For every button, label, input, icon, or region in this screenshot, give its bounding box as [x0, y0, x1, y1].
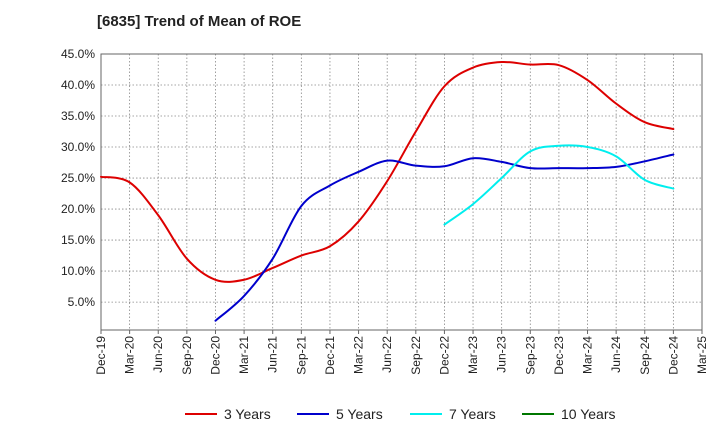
legend-label-7-years: 7 Years — [449, 406, 496, 422]
y-tick-label: 5.0% — [68, 295, 96, 309]
x-tick-label: Jun-21 — [266, 336, 280, 373]
y-tick-label: 10.0% — [61, 264, 95, 278]
x-tick-label: Jun-23 — [495, 336, 509, 373]
x-tick-label: Sep-24 — [638, 336, 652, 375]
y-tick-label: 35.0% — [61, 109, 95, 123]
x-tick-label: Dec-21 — [323, 336, 337, 375]
y-tick-label: 45.0% — [61, 47, 95, 61]
x-tick-label: Dec-20 — [208, 336, 222, 375]
y-tick-label: 25.0% — [61, 171, 95, 185]
legend-label-3-years: 3 Years — [224, 406, 271, 422]
x-tick-label: Dec-24 — [666, 336, 680, 375]
x-tick-label: Jun-22 — [380, 336, 394, 373]
y-tick-label: 20.0% — [61, 202, 95, 216]
chart-title: [6835] Trend of Mean of ROE — [97, 13, 302, 30]
series-line-3-years — [100, 60, 675, 283]
x-tick-label: Sep-20 — [180, 336, 194, 375]
plot-area — [101, 54, 702, 330]
x-tick-label: Mar-23 — [466, 336, 480, 374]
y-tick-label: 40.0% — [61, 78, 95, 92]
x-tick-label: Dec-19 — [94, 336, 108, 375]
x-tick-label: Sep-22 — [409, 336, 423, 375]
y-tick-label: 30.0% — [61, 140, 95, 154]
x-tick-label: Jun-20 — [151, 336, 165, 373]
x-tick-label: Mar-25 — [695, 336, 709, 374]
series-line-7-years — [443, 144, 675, 226]
x-tick-label: Mar-24 — [581, 336, 595, 374]
x-tick-label: Dec-22 — [437, 336, 451, 375]
plot-border — [100, 53, 703, 331]
legend-label-10-years: 10 Years — [561, 406, 616, 422]
x-tick-label: Sep-23 — [523, 336, 537, 375]
x-tick-label: Sep-21 — [294, 336, 308, 375]
x-tick-label: Mar-21 — [237, 336, 251, 374]
series-line-5-years — [214, 153, 675, 322]
legend-label-5-years: 5 Years — [336, 406, 383, 422]
x-tick-label: Dec-23 — [552, 336, 566, 375]
x-tick-label: Mar-20 — [123, 336, 137, 374]
y-tick-label: 15.0% — [61, 233, 95, 247]
x-tick-label: Jun-24 — [609, 336, 623, 373]
x-tick-label: Mar-22 — [352, 336, 366, 374]
